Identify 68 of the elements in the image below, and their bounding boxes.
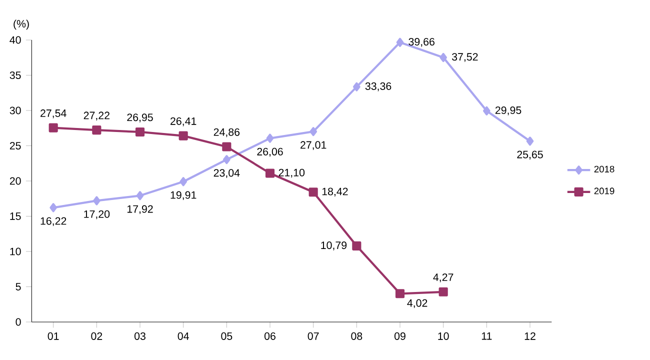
data-label: 24,86 xyxy=(214,128,240,138)
point xyxy=(136,191,144,200)
data-label: 26,06 xyxy=(257,148,283,157)
point xyxy=(395,289,405,298)
legend-label: 2018 xyxy=(594,166,614,172)
x-tick-label: 04 xyxy=(178,332,189,340)
x-tick-label: 03 xyxy=(134,332,146,340)
point xyxy=(352,241,362,250)
point xyxy=(180,177,188,186)
point xyxy=(310,127,318,136)
data-label: 17,20 xyxy=(84,210,110,220)
data-label: 18,42 xyxy=(322,188,348,197)
y-tick-label: 5 xyxy=(16,283,21,290)
data-label: 4,02 xyxy=(407,299,428,308)
x-tick-label: 10 xyxy=(438,332,449,340)
y-tick-label: 35 xyxy=(10,71,21,80)
data-label: 16,22 xyxy=(40,217,66,226)
point xyxy=(223,155,230,164)
point xyxy=(482,106,490,116)
data-label: 26,95 xyxy=(127,114,153,122)
data-label: 19,91 xyxy=(170,191,196,200)
y-axis-title: (%) xyxy=(14,20,29,30)
x-tick-label: 01 xyxy=(48,332,59,340)
point xyxy=(265,168,275,178)
data-label: 23,04 xyxy=(214,169,240,178)
point xyxy=(308,188,318,197)
data-label: 25,65 xyxy=(517,150,543,160)
data-label: 33,36 xyxy=(365,82,392,92)
point xyxy=(135,127,145,137)
data-label: 37,52 xyxy=(452,53,478,62)
data-label: 39,66 xyxy=(408,38,434,47)
point xyxy=(178,131,188,140)
y-tick-label: 10 xyxy=(10,248,21,256)
y-tick-label: 30 xyxy=(10,106,21,114)
point xyxy=(353,82,360,92)
y-tick-label: 40 xyxy=(10,36,21,44)
x-tick-label: 08 xyxy=(351,332,362,340)
data-label: 27,54 xyxy=(40,109,66,118)
point xyxy=(440,52,447,62)
point xyxy=(526,136,534,146)
point xyxy=(93,196,100,206)
data-label: 26,41 xyxy=(170,117,196,126)
x-tick-label: 09 xyxy=(394,332,406,340)
x-tick-label: 05 xyxy=(221,332,232,340)
data-label: 21,10 xyxy=(278,168,305,178)
y-tick-label: 15 xyxy=(10,212,21,220)
x-tick-label: 06 xyxy=(264,332,276,340)
point xyxy=(396,38,404,47)
y-tick-label: 20 xyxy=(10,177,21,185)
data-label: 27,22 xyxy=(84,112,110,120)
x-tick-label: 02 xyxy=(91,332,102,340)
data-label: 4,27 xyxy=(433,273,454,282)
point xyxy=(222,142,232,152)
data-label: 29,95 xyxy=(495,106,522,116)
x-tick-label: 07 xyxy=(308,332,319,340)
y-tick-label: 0 xyxy=(16,318,21,326)
data-label: 27,01 xyxy=(300,141,326,150)
point xyxy=(438,287,448,296)
point xyxy=(48,123,58,132)
data-label: 10,79 xyxy=(321,242,347,250)
point xyxy=(50,203,58,212)
x-tick-label: 11 xyxy=(482,332,492,340)
point xyxy=(266,134,274,143)
x-tick-label: 12 xyxy=(524,332,536,340)
point xyxy=(92,126,102,135)
y-tick-label: 25 xyxy=(10,142,21,150)
legend-label: 2019 xyxy=(594,188,614,194)
data-label: 17,92 xyxy=(127,205,153,214)
